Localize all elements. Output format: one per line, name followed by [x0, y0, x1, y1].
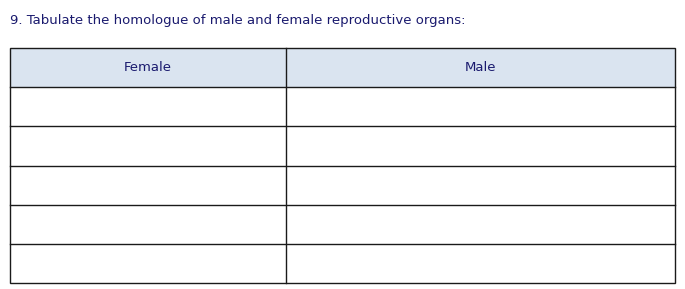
Text: Female: Female	[124, 61, 172, 74]
Text: Male: Male	[464, 61, 496, 74]
Text: 9. Tabulate the homologue of male and female reproductive organs:: 9. Tabulate the homologue of male and fe…	[10, 14, 466, 27]
Bar	[10, 48, 675, 283]
Bar	[10, 48, 675, 87]
